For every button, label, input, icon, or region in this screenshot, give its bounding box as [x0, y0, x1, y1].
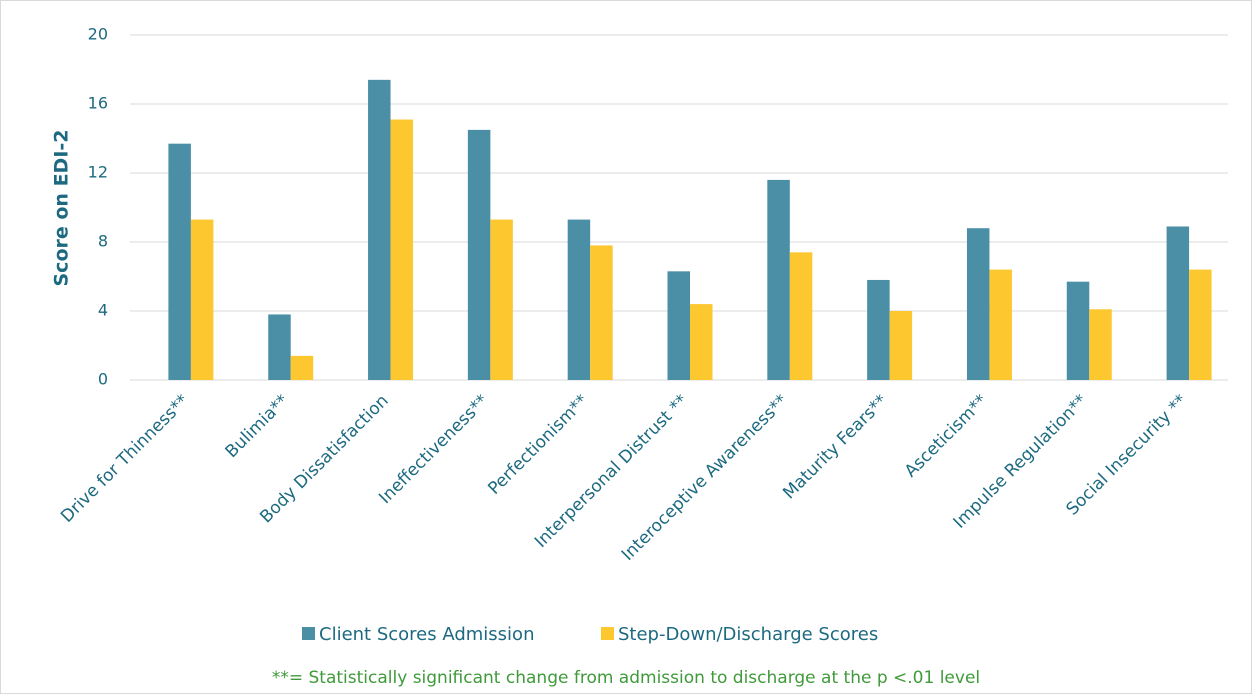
bar	[690, 304, 713, 380]
bar	[290, 355, 314, 380]
legend-swatch	[601, 627, 614, 640]
bar	[667, 271, 690, 380]
bar	[789, 252, 813, 380]
x-tick-label: Asceticism**	[901, 391, 992, 482]
bar	[368, 79, 391, 380]
bar	[1089, 309, 1112, 380]
legend-label: Client Scores Admission	[319, 624, 534, 645]
bar	[490, 219, 513, 380]
x-tick-label: Drive for Thinness**	[57, 391, 193, 527]
y-tick-label: 4	[98, 301, 108, 320]
x-tick-label: Bulimia**	[222, 391, 293, 462]
bar	[268, 314, 291, 380]
y-tick-label: 12	[88, 163, 108, 182]
bar	[767, 179, 790, 380]
bar	[190, 219, 214, 380]
bar	[1166, 226, 1190, 380]
bar	[1189, 269, 1212, 380]
bar	[467, 129, 491, 380]
legend-swatch	[302, 627, 315, 640]
bar	[390, 119, 414, 381]
bar	[1066, 281, 1090, 380]
y-tick-label: 0	[98, 370, 108, 389]
legend-label: Step-Down/Discharge Scores	[618, 624, 878, 645]
bar	[889, 311, 913, 380]
bar	[567, 219, 591, 380]
y-tick-label: 8	[98, 232, 108, 251]
bar	[989, 269, 1012, 380]
x-tick-label: Perfectionism**	[484, 391, 592, 499]
x-tick-label: Ineffectiveness**	[375, 391, 492, 508]
x-tick-label: Maturity Fears**	[779, 391, 891, 503]
bar	[168, 143, 191, 380]
y-tick-label: 20	[88, 25, 108, 44]
x-tick-label: Interoceptive Awareness**	[618, 391, 792, 565]
footnote: **= Statistically significant change fro…	[272, 668, 980, 688]
bar	[966, 228, 990, 380]
y-tick-label: 16	[88, 94, 108, 113]
bar	[590, 245, 613, 380]
y-axis-title: Score on EDI-2	[51, 130, 73, 287]
bar	[867, 279, 890, 380]
